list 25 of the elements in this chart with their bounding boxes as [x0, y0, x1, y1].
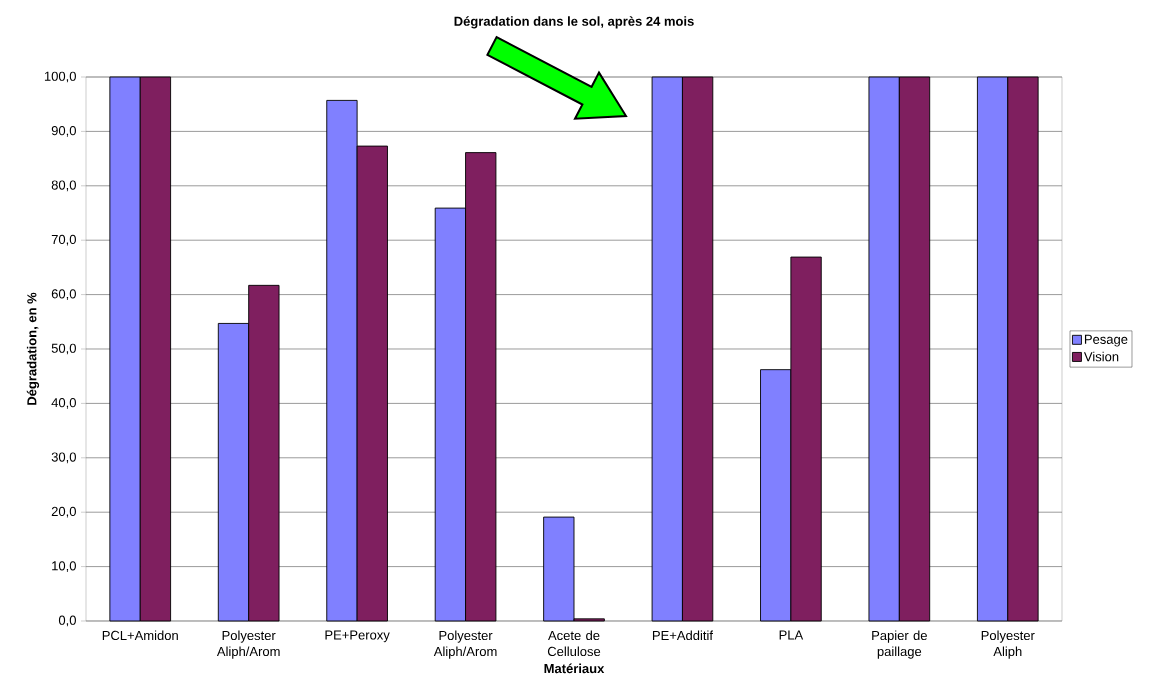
x-axis-title: Matériaux	[544, 663, 605, 674]
y-tick-label: 40,0	[51, 398, 76, 409]
x-tick-label: Polyester Aliph/Arom	[433, 630, 497, 659]
x-tick-label: Acete de Cellulose	[547, 630, 601, 657]
y-tick-label: 0,0	[58, 615, 76, 627]
x-tick-label: Polyester Aliph/Arom	[216, 630, 280, 659]
y-tick-label: 30,0	[51, 452, 76, 464]
x-tick-label: Papier de paillage	[872, 630, 927, 659]
legend-label: Pesage	[1084, 334, 1128, 347]
chart-title: Dégradation dans le sol, après 24 mois	[454, 16, 694, 29]
x-tick-label: Polyester Aliph	[981, 630, 1035, 659]
y-tick-label: 50,0	[51, 343, 76, 355]
y-tick-label: 20,0	[51, 506, 76, 518]
x-tick-label: PLA	[779, 630, 804, 640]
x-tick-label: PE+Additif	[652, 630, 713, 641]
x-tick-label: PCL+Amidon	[102, 630, 178, 641]
y-tick-label: 100,0	[44, 71, 76, 83]
y-tick-label: 70,0	[51, 234, 76, 246]
y-tick-label: 10,0	[52, 561, 76, 572]
legend-label: Vision	[1083, 351, 1119, 362]
y-axis-title: Dégradation, en %	[26, 292, 40, 405]
x-tick-label: PE+Peroxy	[325, 630, 390, 643]
y-tick-label: 60,0	[51, 289, 76, 300]
y-tick-label: 80,0	[51, 180, 76, 192]
y-tick-label: 90,0	[51, 126, 76, 137]
